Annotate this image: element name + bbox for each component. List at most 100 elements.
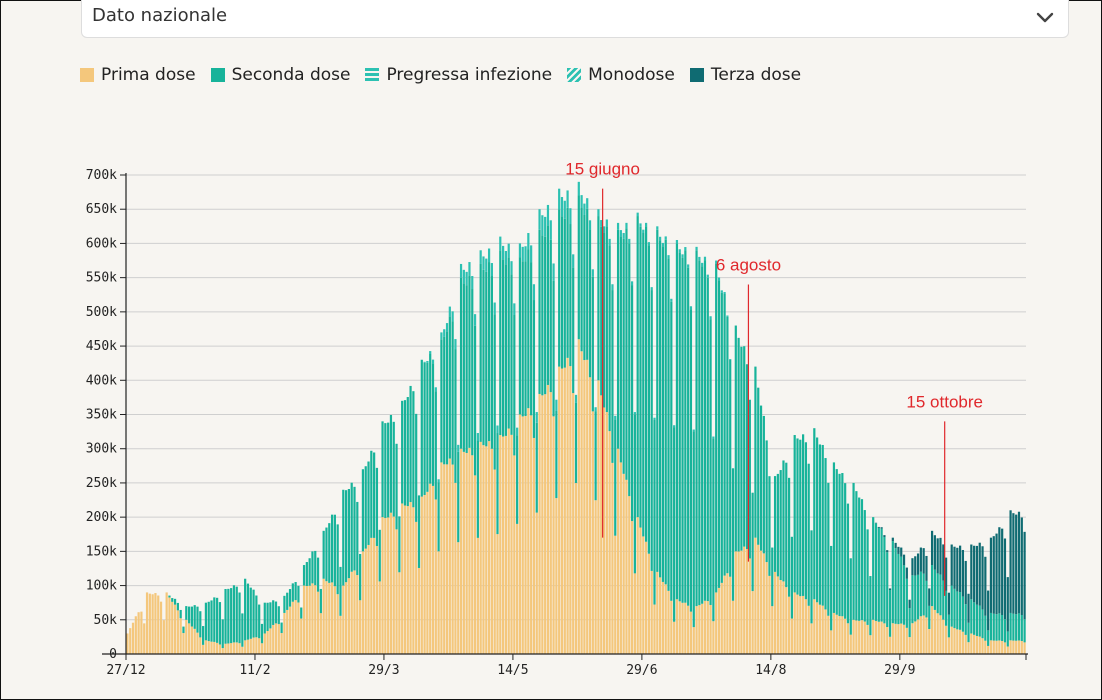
bar-prima-dose <box>978 636 981 654</box>
bar-prima-dose <box>619 462 622 654</box>
bar-seconda-dose <box>532 300 536 438</box>
bar-prima-dose <box>872 619 875 654</box>
bar-terza-dose <box>928 588 931 606</box>
bar-prima-dose <box>280 633 283 654</box>
bar-seconda-dose <box>925 580 928 618</box>
legend-label: Seconda dose <box>231 65 351 85</box>
bar-seconda-dose <box>681 257 684 603</box>
bar-seconda-dose <box>429 353 432 484</box>
bar-terza-dose <box>933 535 936 570</box>
bar-seconda-dose <box>793 435 796 593</box>
bar-terza-dose <box>914 556 917 576</box>
bar-seconda-dose <box>204 602 208 641</box>
bar-pregressa-monodose <box>552 263 555 281</box>
legend-item-prima-dose[interactable]: Prima dose <box>80 65 196 85</box>
bar-pregressa-monodose <box>628 238 631 244</box>
bar-prima-dose <box>260 643 264 654</box>
bar-prima-dose <box>703 600 707 654</box>
bar-seconda-dose <box>939 574 942 616</box>
bar-seconda-dose <box>440 339 443 463</box>
bar-prima-dose <box>1017 640 1021 654</box>
bar-seconda-dose <box>841 473 844 617</box>
bar-prima-dose <box>353 570 356 654</box>
bar-prima-dose <box>499 435 502 654</box>
bar-prima-dose <box>409 502 412 654</box>
bar-seconda-dose <box>333 514 336 587</box>
bar-seconda-dose <box>300 607 303 619</box>
bar-seconda-dose <box>316 557 320 592</box>
bar-seconda-dose <box>695 250 698 607</box>
bar-seconda-dose <box>221 619 224 649</box>
bar-seconda-dose <box>838 473 841 617</box>
bar-prima-dose <box>210 641 213 654</box>
bar-seconda-dose <box>751 492 754 592</box>
bar-prima-dose <box>485 446 488 654</box>
bar-prima-dose <box>173 604 177 654</box>
bar-pregressa-monodose <box>502 245 505 260</box>
bar-seconda-dose <box>701 266 704 604</box>
bar-seconda-dose <box>546 225 550 385</box>
bar-prima-dose <box>558 366 561 654</box>
bar-terza-dose <box>936 538 939 574</box>
y-tick-label: 500k <box>86 305 117 320</box>
region-select[interactable]: Dato nazionale <box>81 0 1069 38</box>
x-tick-label: 29/6 <box>626 663 657 678</box>
bar-seconda-dose <box>541 235 544 396</box>
bar-prima-dose <box>297 602 300 654</box>
bar-prima-dose <box>443 464 446 654</box>
bar-pregressa-monodose <box>544 216 547 237</box>
bar-prima-dose <box>776 576 779 654</box>
bar-prima-dose <box>608 431 611 654</box>
bar-seconda-dose <box>359 553 362 601</box>
bar-pregressa-monodose <box>532 284 536 301</box>
bar-prima-dose <box>518 414 522 654</box>
bar-prima-dose <box>605 412 608 654</box>
legend-item-terza-dose[interactable]: Terza dose <box>689 65 801 85</box>
bar-prima-dose <box>274 623 278 654</box>
bar-prima-dose <box>636 517 639 654</box>
bar-seconda-dose <box>535 422 538 513</box>
bar-prima-dose <box>258 638 261 654</box>
bar-seconda-dose <box>787 477 791 597</box>
bar-seconda-dose <box>389 414 393 513</box>
bar-seconda-dose <box>325 527 328 582</box>
bar-seconda-dose <box>423 362 426 495</box>
bar-prima-dose <box>874 620 878 654</box>
y-tick-label: 350k <box>86 408 117 423</box>
bar-prima-dose <box>816 602 819 654</box>
bar-prima-dose <box>824 609 827 654</box>
bar-prima-dose <box>359 600 362 654</box>
bar-prima-dose <box>681 602 684 654</box>
bar-prima-dose <box>535 512 538 654</box>
legend-item-seconda-dose[interactable]: Seconda dose <box>210 65 351 85</box>
bar-seconda-dose <box>1009 612 1012 641</box>
bar-seconda-dose <box>821 444 824 606</box>
bar-seconda-dose <box>678 252 681 602</box>
bar-prima-dose <box>350 571 353 654</box>
legend-item-pregressa-infezione[interactable]: Pregressa infezione <box>365 65 552 85</box>
bar-seconda-dose <box>258 604 261 639</box>
bar-prima-dose <box>928 628 931 654</box>
bar-prima-dose <box>813 599 816 654</box>
chevron-down-icon[interactable] <box>1036 8 1054 26</box>
bar-prima-dose <box>880 621 883 654</box>
bar-prima-dose <box>779 580 782 654</box>
legend-item-monodose[interactable]: Monodose <box>567 65 675 85</box>
bar-prima-dose <box>378 581 381 654</box>
bar-prima-dose <box>852 619 855 654</box>
bar-seconda-dose <box>420 359 423 497</box>
bar-seconda-dose <box>804 442 808 600</box>
bar-prima-dose <box>468 447 471 654</box>
bar-seconda-dose <box>759 405 763 551</box>
bar-prima-dose <box>692 627 695 654</box>
legend-swatch-pregressa <box>365 68 380 82</box>
bar-prima-dose <box>790 618 793 654</box>
bar-terza-dose <box>900 547 903 557</box>
bar-seconda-dose <box>434 391 437 500</box>
bar-pregressa-monodose <box>684 247 687 251</box>
bar-terza-dose <box>964 560 967 605</box>
bar-prima-dose <box>616 448 620 654</box>
bar-seconda-dose <box>518 257 522 415</box>
bar-prima-dose <box>196 632 199 654</box>
bar-seconda-dose <box>173 598 177 605</box>
